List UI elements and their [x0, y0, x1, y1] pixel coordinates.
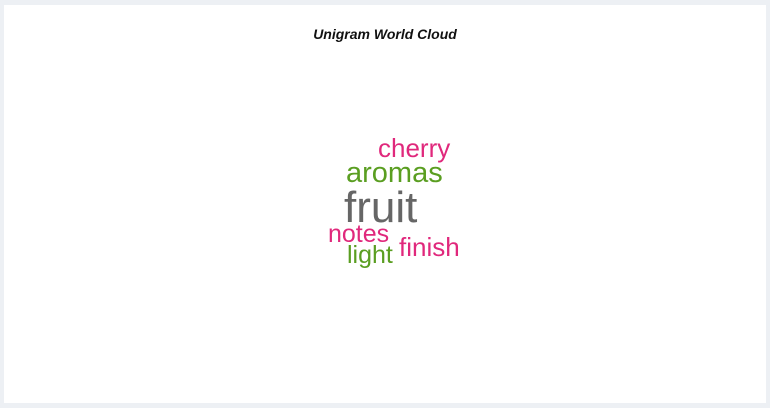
- word-notes: notes: [328, 220, 390, 248]
- word-cloud: fruit aromas cherry notes finish light: [4, 5, 766, 403]
- chart-panel: Unigram World Cloud fruit aromas cherry not…: [4, 5, 766, 403]
- word-fruit: fruit: [344, 183, 418, 232]
- chart-title: Unigram World Cloud: [313, 26, 457, 42]
- word-cherry: cherry: [378, 133, 451, 163]
- word-finish: finish: [399, 232, 460, 262]
- word-light: light: [347, 241, 393, 269]
- word-aromas: aromas: [346, 157, 443, 189]
